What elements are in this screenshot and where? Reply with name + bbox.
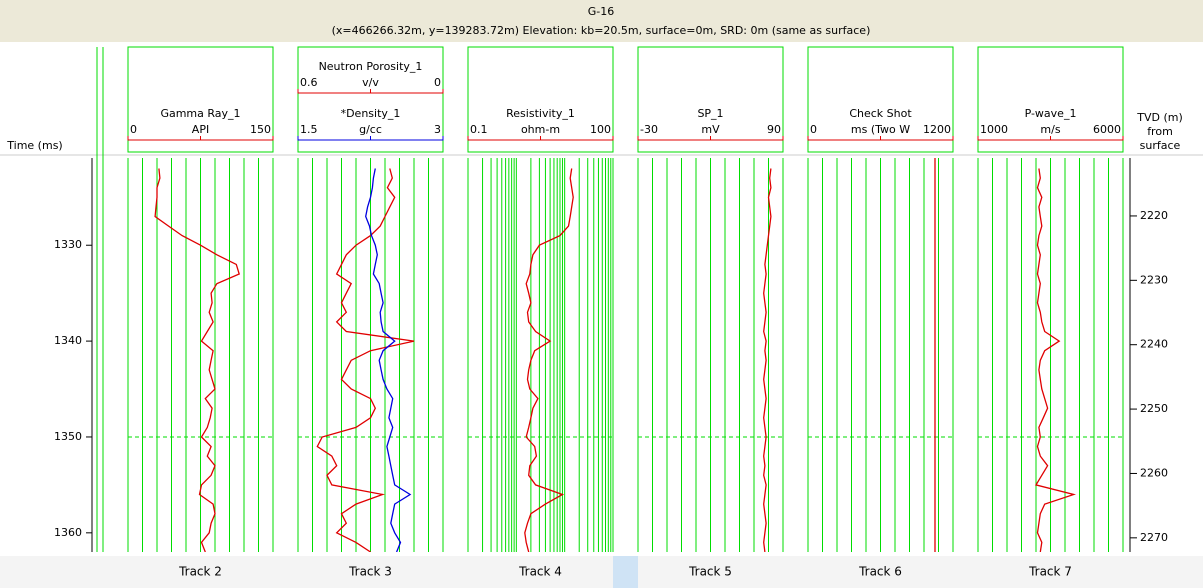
curve-unit: API xyxy=(192,123,209,136)
curve-unit: ohm-m xyxy=(521,123,560,136)
curve-min: 0.6 xyxy=(300,76,318,89)
track-label: Track 2 xyxy=(178,565,222,579)
tvd-axis-label: from xyxy=(1147,125,1173,138)
curve-name: Gamma Ray_1 xyxy=(160,107,240,120)
time-axis-label: Time (ms) xyxy=(6,139,62,152)
curve-name: Neutron Porosity_1 xyxy=(319,60,423,73)
track-header-box xyxy=(977,46,1124,153)
curve-min: 1.5 xyxy=(300,123,318,136)
curve-name: SP_1 xyxy=(697,107,723,120)
track-label: Track 7 xyxy=(1028,565,1072,579)
tvd-tick-label: 2220 xyxy=(1140,209,1168,222)
footer-spacer xyxy=(613,556,638,588)
tvd-tick-label: 2260 xyxy=(1140,466,1168,479)
curve-unit: m/s xyxy=(1040,123,1060,136)
curve-max: 1200 xyxy=(923,123,951,136)
track-label: Track 3 xyxy=(348,565,392,579)
well-title: G-16 xyxy=(588,5,615,18)
curve-max: 6000 xyxy=(1093,123,1121,136)
well-subtitle: (x=466266.32m, y=139283.72m) Elevation: … xyxy=(332,24,871,37)
tvd-tick-label: 2240 xyxy=(1140,338,1168,351)
curve-scale-line xyxy=(127,136,274,141)
log-curve xyxy=(763,168,772,552)
curve-max: 90 xyxy=(767,123,781,136)
time-tick-label: 1340 xyxy=(54,334,82,347)
curve-name: P-wave_1 xyxy=(1025,107,1077,120)
time-tick-label: 1360 xyxy=(54,526,82,539)
curve-unit: g/cc xyxy=(359,123,382,136)
curve-unit: ms (Two W xyxy=(851,123,910,136)
tvd-tick-label: 2270 xyxy=(1140,531,1168,544)
tvd-axis-label: TVD (m) xyxy=(1136,111,1183,124)
curve-scale-line xyxy=(977,136,1124,141)
time-tick-label: 1330 xyxy=(54,238,82,251)
tvd-axis-label: surface xyxy=(1140,139,1181,152)
curve-min: 0 xyxy=(130,123,137,136)
curve-max: 3 xyxy=(434,123,441,136)
curve-name: Check Shot xyxy=(849,107,912,120)
curve-max: 150 xyxy=(250,123,271,136)
curve-min: 0.1 xyxy=(470,123,488,136)
log-curve xyxy=(154,168,240,552)
footer xyxy=(0,556,1203,588)
tvd-tick-label: 2250 xyxy=(1140,402,1168,415)
curve-min: 0 xyxy=(810,123,817,136)
curve-scale-line xyxy=(297,136,444,141)
track-header-box xyxy=(467,46,614,153)
title-bar xyxy=(0,0,1203,42)
track-header-box xyxy=(637,46,784,153)
time-tick-label: 1350 xyxy=(54,430,82,443)
curve-name: Resistivity_1 xyxy=(506,107,575,120)
log-curve xyxy=(316,168,415,552)
track-header-box xyxy=(297,46,444,153)
track-header-box xyxy=(807,46,954,153)
track-label: Track 6 xyxy=(858,565,902,579)
curve-scale-line xyxy=(467,136,614,141)
curve-max: 100 xyxy=(590,123,611,136)
track-label: Track 4 xyxy=(518,565,562,579)
curve-scale-line xyxy=(297,89,444,94)
curve-scale-line xyxy=(637,136,784,141)
track-label: Track 5 xyxy=(688,565,732,579)
curve-unit: mV xyxy=(701,123,720,136)
tvd-tick-label: 2230 xyxy=(1140,273,1168,286)
log-curve xyxy=(524,168,574,552)
curve-max: 0 xyxy=(434,76,441,89)
track-header-box xyxy=(127,46,274,153)
log-curve xyxy=(1034,168,1077,552)
curve-min: 1000 xyxy=(980,123,1008,136)
curve-unit: v/v xyxy=(362,76,379,89)
curve-scale-line xyxy=(807,136,954,141)
curve-min: -30 xyxy=(640,123,658,136)
log-curve xyxy=(365,168,412,552)
curve-name: *Density_1 xyxy=(341,107,401,120)
